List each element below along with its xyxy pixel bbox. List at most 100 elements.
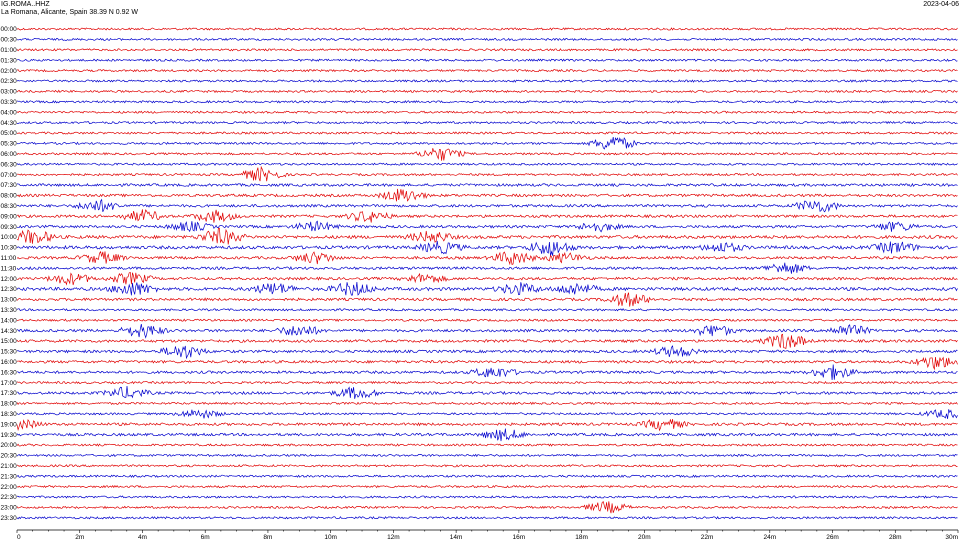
trace-row-0230 xyxy=(16,79,958,83)
x-tick-label: 28m xyxy=(889,534,902,540)
row-label: 20:00 xyxy=(1,442,18,449)
x-tick-label: 0 xyxy=(17,534,21,540)
row-label: 10:30 xyxy=(1,245,18,252)
row-label: 23:30 xyxy=(1,515,18,522)
trace-row-0630 xyxy=(16,162,958,166)
x-tick-label: 12m xyxy=(387,534,400,540)
row-label: 05:00 xyxy=(1,130,18,137)
trace-row-0000 xyxy=(16,27,958,31)
trace-row-2200 xyxy=(16,484,958,489)
row-label: 00:00 xyxy=(1,26,18,33)
x-tick-label: 10m xyxy=(324,534,337,540)
trace-row-1900 xyxy=(16,418,958,432)
row-label: 04:00 xyxy=(1,109,18,116)
row-label: 09:00 xyxy=(1,213,18,220)
x-tick-label: 20m xyxy=(638,534,651,540)
trace-row-2230 xyxy=(16,495,958,499)
trace-row-0030 xyxy=(16,37,958,42)
trace-row-1230 xyxy=(16,281,958,296)
trace-row-0700 xyxy=(16,165,958,182)
trace-row-0400 xyxy=(16,110,958,114)
row-label: 00:30 xyxy=(1,37,18,44)
row-label: 01:00 xyxy=(1,47,18,54)
x-tick-label: 6m xyxy=(201,534,210,540)
row-label: 20:30 xyxy=(1,453,18,460)
x-axis: 0 2m 4m 6m 8m 10m 12m 14m 16m 18m 20m 22m 24m 26m 28m 3… xyxy=(16,529,959,540)
trace-row-1100 xyxy=(16,250,958,266)
row-label: 17:30 xyxy=(1,390,18,397)
x-tick-label: 30m xyxy=(945,534,958,540)
trace-row-1700 xyxy=(16,380,958,385)
row-label: 23:00 xyxy=(1,505,18,512)
trace-row-0800 xyxy=(16,188,958,202)
trace-row-0100 xyxy=(16,48,958,52)
trace-row-1200 xyxy=(16,271,958,286)
row-label: 22:30 xyxy=(1,494,18,501)
trace-row-1800 xyxy=(16,401,958,406)
x-tick-label: 8m xyxy=(263,534,272,540)
x-tick-label: 16m xyxy=(513,534,526,540)
trace-row-0530 xyxy=(16,137,958,150)
row-label: 11:30 xyxy=(1,265,17,272)
x-tick-label: 24m xyxy=(763,534,776,540)
row-label: 21:30 xyxy=(1,473,18,480)
trace-row-0500 xyxy=(16,131,958,135)
row-label: 05:30 xyxy=(1,141,18,148)
trace-row-1730 xyxy=(16,386,958,399)
trace-row-1530 xyxy=(16,345,958,360)
row-label: 16:30 xyxy=(1,369,18,376)
row-label: 17:00 xyxy=(1,380,18,387)
row-label: 14:00 xyxy=(1,317,18,324)
row-label: 19:00 xyxy=(1,421,18,428)
trace-row-1000 xyxy=(16,227,958,245)
trace-rows: 00:00 00:30 01:00 01:30 02:00 02:30 03:00 03:30… xyxy=(1,26,958,522)
x-tick-label: 14m xyxy=(450,534,463,540)
row-label: 22:00 xyxy=(1,484,18,491)
trace-row-1300 xyxy=(16,292,958,307)
row-label: 12:30 xyxy=(1,286,18,293)
trace-row-1830 xyxy=(16,409,958,419)
row-label: 06:30 xyxy=(1,161,18,168)
trace-row-0930 xyxy=(16,220,958,233)
trace-row-0900 xyxy=(16,209,958,223)
trace-row-0830 xyxy=(16,198,958,213)
x-tick-label: 22m xyxy=(701,534,714,540)
row-label: 18:30 xyxy=(1,411,18,418)
trace-row-2030 xyxy=(16,453,958,458)
station-location: La Romana, Alicante, Spain 38.39 N 0.92 … xyxy=(1,9,138,16)
x-tick-label: 2m xyxy=(75,534,84,540)
row-label: 13:30 xyxy=(1,307,18,314)
x-tick-label: 26m xyxy=(826,534,839,540)
trace-row-0130 xyxy=(16,58,958,62)
row-label: 08:30 xyxy=(1,203,18,210)
trace-row-1930 xyxy=(16,428,958,442)
trace-row-1600 xyxy=(16,356,958,371)
trace-row-1030 xyxy=(16,240,958,256)
trace-row-2330 xyxy=(16,516,958,520)
row-label: 10:00 xyxy=(1,234,18,241)
row-label: 16:00 xyxy=(1,359,18,366)
row-label: 08:00 xyxy=(1,193,18,200)
row-label: 06:00 xyxy=(1,151,18,158)
row-label: 01:30 xyxy=(1,57,18,64)
trace-row-1630 xyxy=(16,364,958,380)
row-label: 15:00 xyxy=(1,338,18,345)
trace-row-2300 xyxy=(16,501,958,514)
trace-row-0730 xyxy=(16,182,958,188)
x-tick-label: 18m xyxy=(575,534,588,540)
trace-row-0430 xyxy=(16,120,958,125)
trace-row-1400 xyxy=(16,318,958,322)
trace-row-0300 xyxy=(16,89,958,94)
trace-row-1330 xyxy=(16,308,958,312)
row-label: 04:30 xyxy=(1,120,18,127)
station-code: IG.ROMA..HHZ xyxy=(1,1,50,8)
row-label: 07:00 xyxy=(1,172,18,179)
row-label: 02:00 xyxy=(1,68,18,75)
row-label: 21:00 xyxy=(1,463,18,470)
trace-row-2100 xyxy=(16,464,958,468)
trace-row-1130 xyxy=(16,262,958,274)
row-label: 11:00 xyxy=(1,255,17,262)
row-label: 18:00 xyxy=(1,401,18,408)
trace-row-1430 xyxy=(16,323,958,339)
